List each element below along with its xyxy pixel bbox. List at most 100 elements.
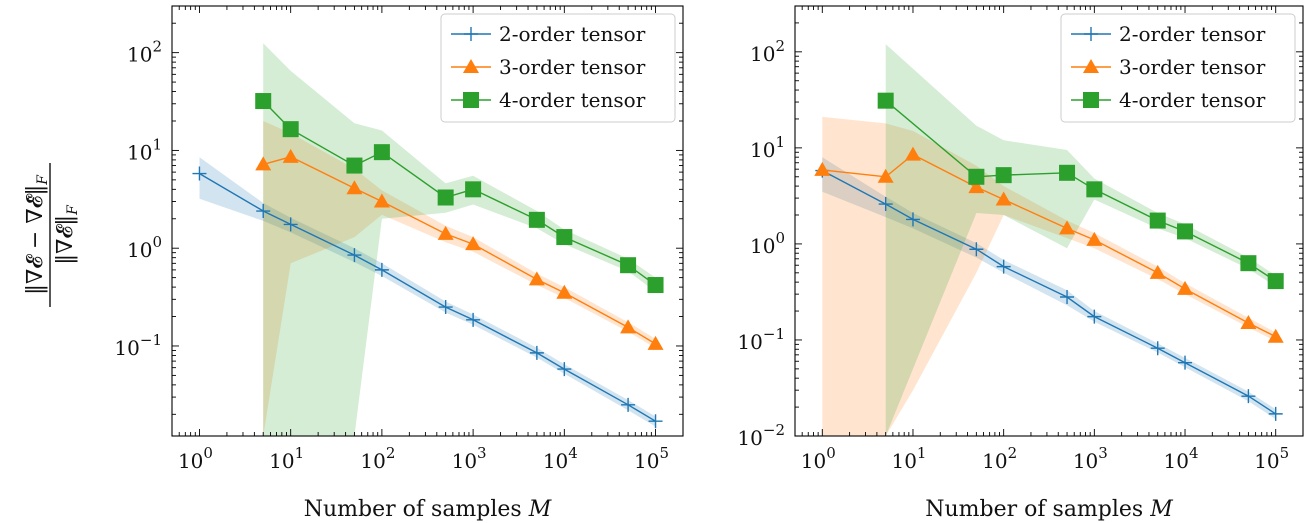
data-point — [968, 179, 985, 194]
data-point — [904, 146, 921, 161]
data-point — [437, 225, 454, 240]
legend-box — [440, 13, 676, 123]
y-axis-label-numerator: ‖∇𝓔 − ∇𝓔̂‖F — [23, 174, 51, 295]
chart-left: 100 101 102 103 104 105 10−1 100 101 102 Number of… — [114, 5, 684, 522]
legend-marker — [464, 27, 478, 41]
legend-label: 3-order tensor — [1119, 55, 1266, 79]
data-point — [647, 277, 664, 294]
data-point — [529, 345, 544, 360]
data-point — [1087, 309, 1102, 324]
data-point — [374, 262, 389, 277]
data-point — [995, 191, 1012, 206]
data-point — [621, 397, 636, 412]
x-tick-label: 100 — [801, 444, 836, 473]
data-point — [648, 414, 663, 429]
data-point — [1177, 280, 1194, 295]
legend-marker — [463, 59, 479, 73]
y-tick-label: 10−2 — [737, 421, 785, 450]
data-point — [556, 284, 573, 299]
series-1 — [815, 163, 1283, 421]
legend-label: 2-order tensor — [499, 22, 646, 46]
y-tick-label: 102 — [127, 38, 162, 67]
legend-marker — [463, 92, 479, 108]
legend-label: 4-order tensor — [1119, 88, 1266, 112]
data-point — [283, 217, 298, 232]
data-point — [1059, 164, 1076, 181]
series-line — [263, 156, 656, 345]
x-tick-label: 104 — [1164, 444, 1199, 473]
data-point — [995, 167, 1012, 184]
data-point — [282, 121, 299, 138]
legend-marker — [1083, 59, 1099, 73]
data-point — [1267, 328, 1284, 343]
data-point — [346, 157, 363, 174]
data-point — [528, 271, 545, 286]
legend-marker — [1083, 92, 1099, 108]
plot-frame — [794, 5, 1304, 437]
data-point — [556, 229, 573, 246]
data-point — [255, 93, 272, 110]
legend-item-2: 3-order tensor — [1071, 55, 1266, 79]
data-point — [465, 181, 482, 198]
data-point — [1240, 315, 1257, 330]
data-point — [437, 189, 454, 206]
x-tick-label: 103 — [452, 444, 487, 473]
series-3 — [877, 92, 1284, 290]
data-point — [905, 212, 920, 227]
legend-box — [1060, 13, 1296, 123]
data-point — [465, 236, 482, 251]
y-axis-label: ‖∇𝓔 − ∇𝓔̂‖F ‖∇𝓔‖F — [23, 163, 81, 307]
data-point — [877, 92, 894, 109]
data-point — [466, 312, 481, 327]
data-point — [620, 319, 637, 334]
legend-item-3: 4-order tensor — [451, 88, 646, 112]
data-point — [1059, 220, 1076, 235]
data-point — [192, 166, 207, 181]
data-point — [1150, 341, 1165, 356]
series-1 — [192, 166, 663, 429]
series-line — [262, 100, 656, 286]
y-tick-label: 10−1 — [114, 331, 162, 360]
data-point — [1240, 255, 1257, 272]
plot-frame — [171, 5, 684, 437]
y-tick-label: 102 — [750, 37, 785, 66]
x-tick-label: 104 — [543, 444, 578, 473]
x-tick-label: 102 — [360, 444, 395, 473]
y-tick-label: 101 — [127, 135, 162, 164]
data-point — [1086, 231, 1103, 246]
data-point — [996, 259, 1011, 274]
band-series-2 — [263, 121, 656, 436]
data-point — [1241, 389, 1256, 404]
data-point — [969, 242, 984, 257]
data-point — [877, 168, 894, 183]
legend-item-2: 3-order tensor — [451, 55, 646, 79]
data-point — [1178, 355, 1193, 370]
y-tick-label: 100 — [127, 233, 162, 262]
data-point — [1267, 273, 1284, 290]
data-point — [256, 204, 271, 219]
y-tick-label: 100 — [750, 229, 785, 258]
data-point — [255, 156, 272, 171]
data-point — [373, 193, 390, 208]
confidence-bands — [199, 43, 656, 436]
axis-ticks — [794, 5, 1304, 437]
data-point — [620, 257, 637, 274]
data-point — [347, 248, 362, 263]
x-tick-label: 100 — [178, 444, 213, 473]
band-series-2 — [822, 116, 1276, 436]
x-axis-label: Number of samples M — [925, 497, 1173, 522]
x-tick-label: 101 — [269, 444, 304, 473]
legend-item-3: 4-order tensor — [1071, 88, 1266, 112]
y-axis-label-denominator: ‖∇𝓔‖F — [53, 204, 81, 265]
chart-right: 100 101 102 103 104 105 10−2 10−1 100 101 102 Numbe… — [737, 5, 1304, 522]
axis-ticks — [171, 5, 684, 436]
y-tick-label: 101 — [750, 133, 785, 162]
x-axis-label: Number of samples M — [304, 497, 552, 522]
x-tick-label: 105 — [1254, 444, 1289, 473]
legend-marker — [1084, 27, 1098, 41]
legend-label: 2-order tensor — [1119, 22, 1266, 46]
data-point — [346, 180, 363, 195]
data-point — [1086, 181, 1103, 198]
data-point — [373, 144, 390, 161]
data-point — [282, 148, 299, 163]
